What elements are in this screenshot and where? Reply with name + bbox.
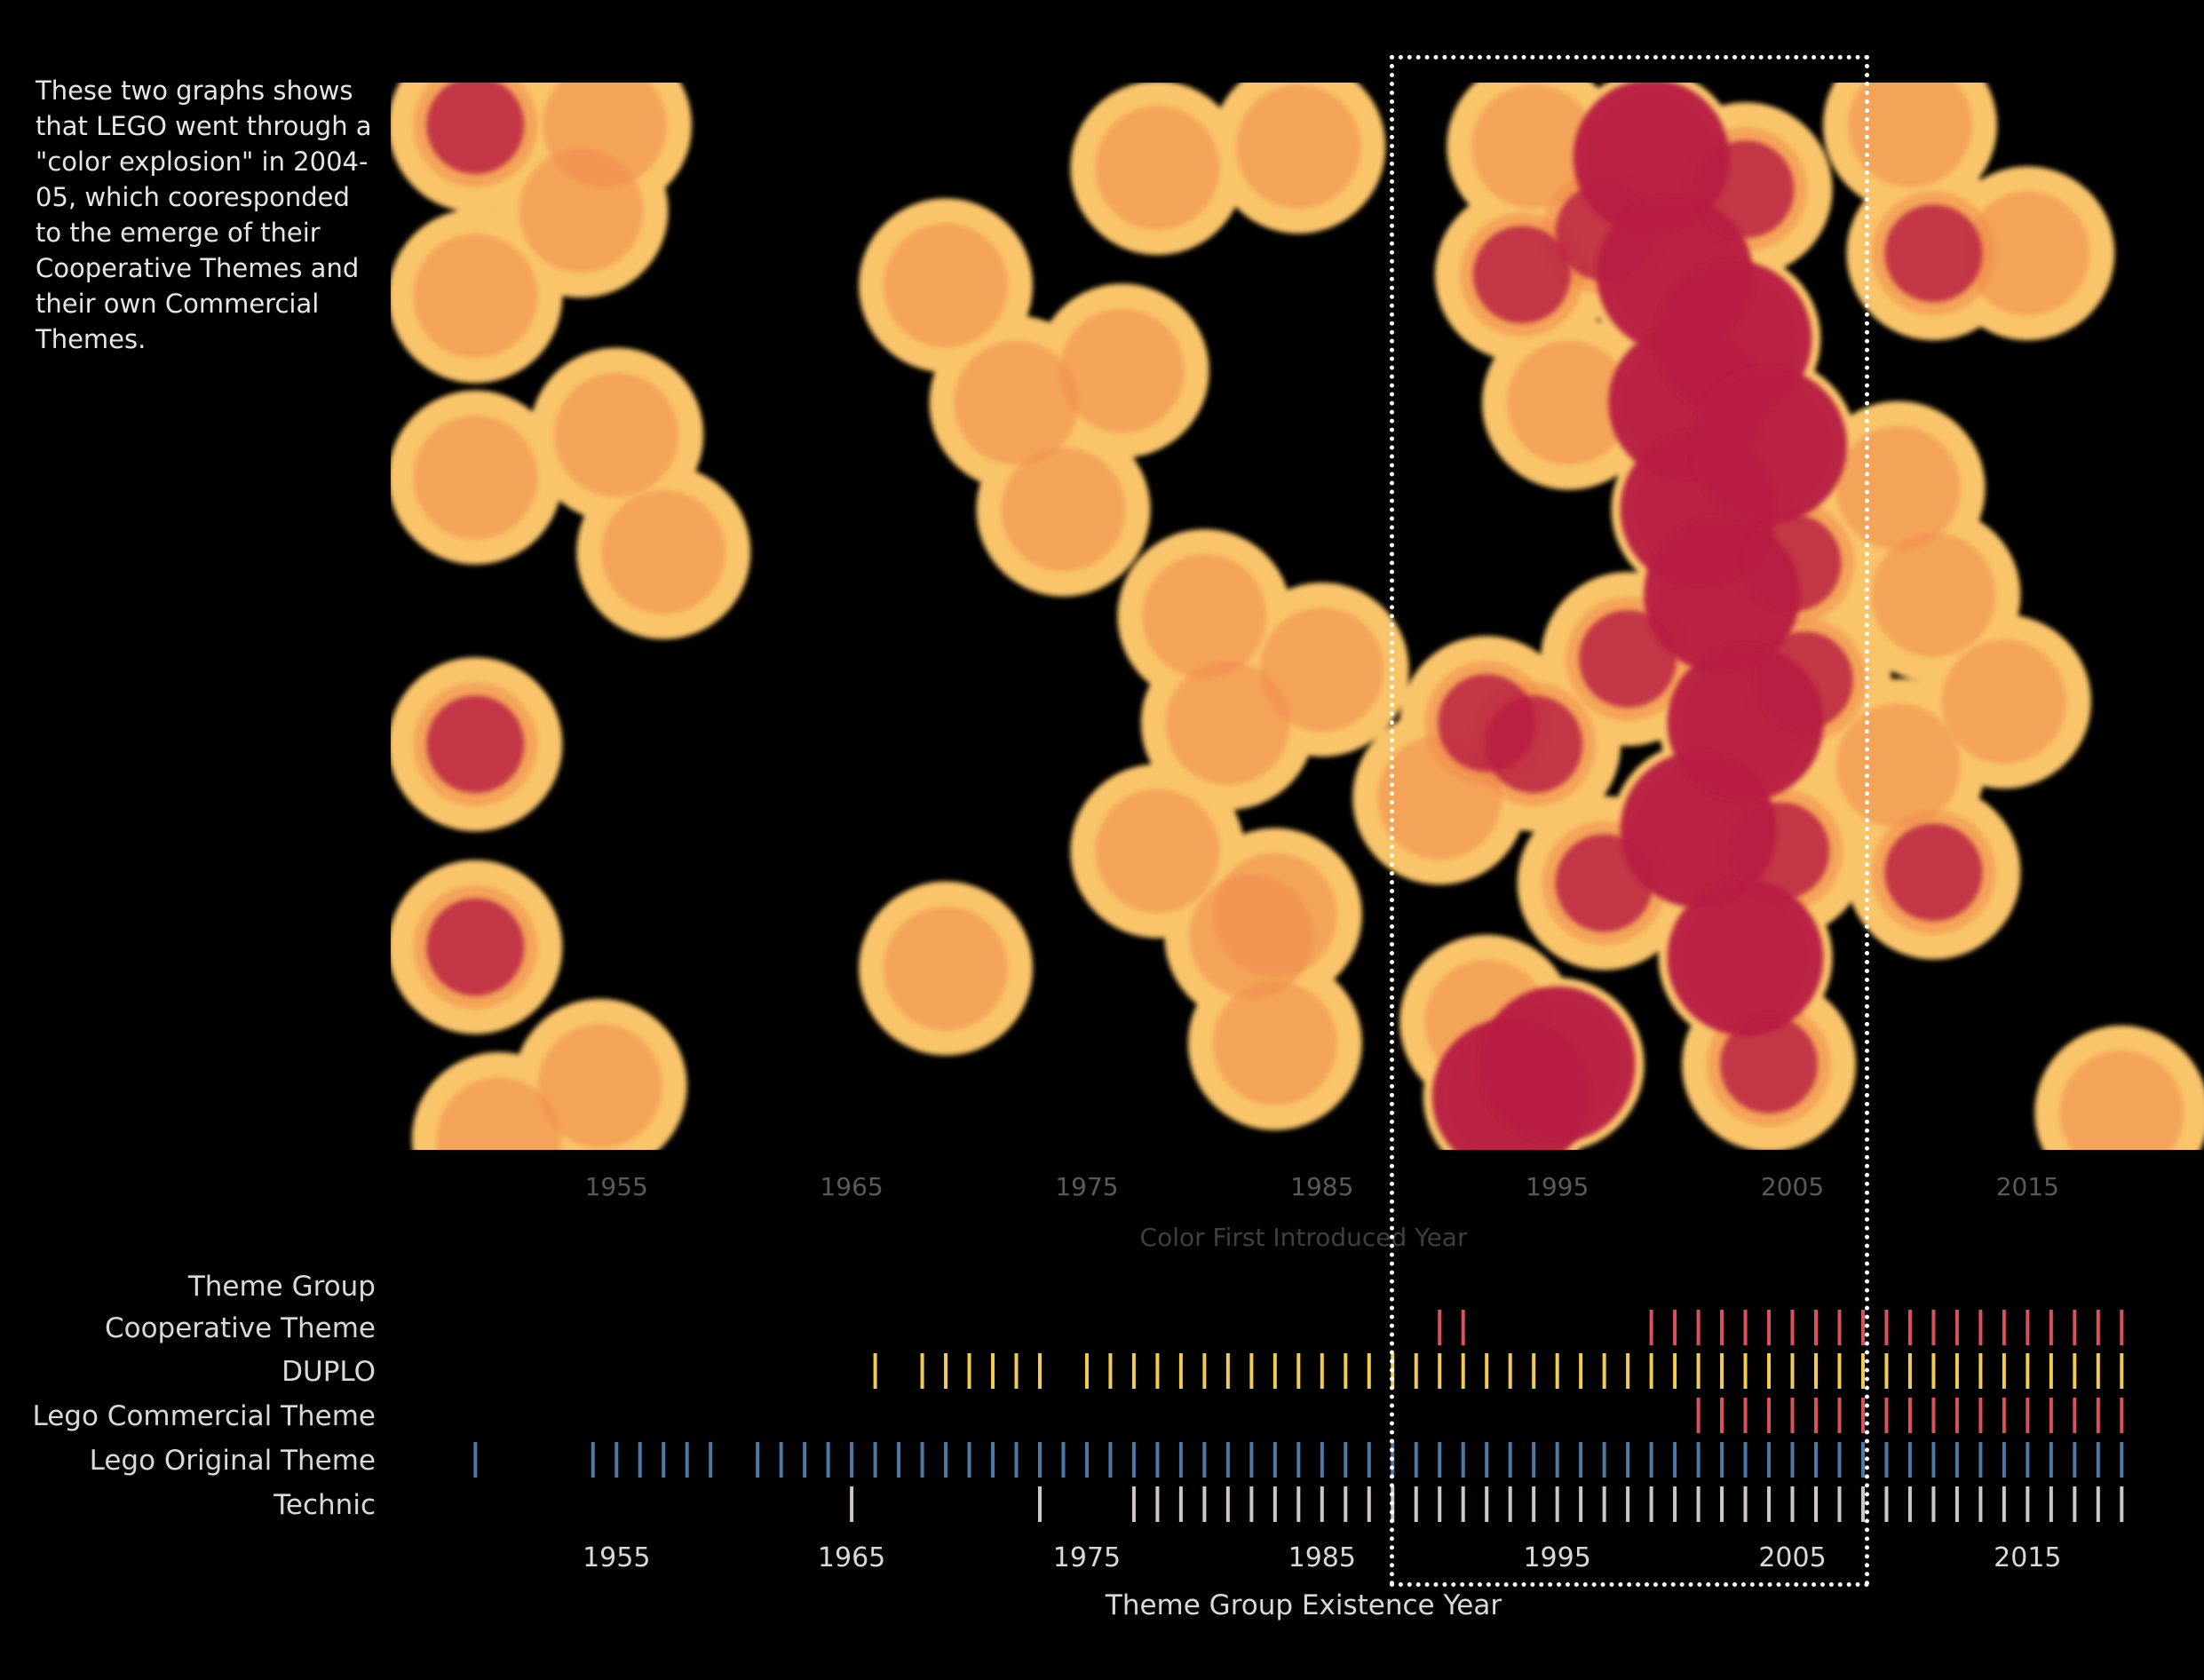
heat-core (1941, 639, 2066, 765)
heatmap-x-tick-label: 1955 (585, 1172, 648, 1201)
heat-core (1212, 980, 1337, 1105)
heat-core (2059, 1050, 2184, 1150)
heat-core (1095, 788, 1220, 914)
heat-dense-core (1743, 513, 1842, 612)
heat-core (1506, 340, 1631, 465)
heat-core (1142, 554, 1267, 678)
heat-dense-core (1720, 1015, 1819, 1113)
strip-x-tick-label: 1955 (583, 1542, 650, 1573)
row-label: Lego Original Theme (90, 1445, 376, 1477)
row-label: Lego Commercial Theme (33, 1400, 377, 1432)
heat-core (554, 372, 679, 497)
heat-core (1212, 852, 1337, 978)
strip-x-axis-title: Theme Group Existence Year (1105, 1589, 1502, 1621)
heat-core (1965, 191, 2090, 316)
heat-dense-core (426, 695, 525, 794)
heatmap-x-tick-label: 2015 (1996, 1172, 2059, 1201)
heat-core (1471, 84, 1597, 210)
row-label: Cooperative Theme (105, 1312, 376, 1344)
heat-dense-core (1573, 83, 1730, 236)
strip-x-tick-label: 2015 (1994, 1542, 2061, 1573)
strip-x-tick-label: 1975 (1053, 1542, 1121, 1573)
heat-core (884, 223, 1009, 348)
heat-core (1165, 661, 1290, 786)
heatmap-x-tick-label: 2005 (1761, 1172, 1824, 1201)
heat-core (537, 1023, 662, 1148)
row-header: Theme Group (187, 1271, 376, 1303)
heat-core (1001, 447, 1126, 572)
strip-x-tick-label: 1985 (1288, 1542, 1356, 1573)
heat-core (1259, 607, 1384, 733)
heat-dense-core (1667, 879, 1824, 1036)
heat-dense-core (1884, 204, 1983, 303)
heat-dense-core (1696, 140, 1795, 239)
heat-dense-core (426, 898, 525, 996)
heatmap-x-axis-title: Color First Introduced Year (1140, 1223, 1468, 1252)
heat-dense-core (1472, 226, 1571, 324)
heat-core (1847, 83, 1972, 188)
heat-core (1059, 308, 1185, 433)
heat-core (1236, 84, 1361, 210)
strip-x-tick-label: 1995 (1523, 1542, 1590, 1573)
strip-x-tick-label: 2005 (1758, 1542, 1826, 1573)
heatmap-x-tick-label: 1995 (1526, 1172, 1589, 1201)
heatmap-x-tick-label: 1965 (820, 1172, 883, 1201)
row-label: Technic (273, 1489, 376, 1521)
heat-dense-core (1479, 986, 1636, 1143)
strip-x-tick-label: 1965 (818, 1542, 885, 1573)
heat-core (884, 906, 1009, 1031)
heat-core (1871, 532, 1996, 657)
heatmap-x-tick-label: 1985 (1290, 1172, 1353, 1201)
heat-dense-core (1579, 610, 1677, 709)
heat-dense-core (1485, 695, 1583, 794)
heat-dense-core (1755, 631, 1853, 730)
annotation-text: These two graphs shows that LEGO went th… (36, 75, 372, 354)
heat-core (519, 148, 644, 273)
heatmap-x-tick-label: 1975 (1055, 1172, 1118, 1201)
heat-core (601, 489, 726, 614)
heat-dense-core (426, 83, 525, 175)
heat-core (1095, 106, 1220, 231)
heat-core (413, 415, 538, 540)
heat-dense-core (1691, 367, 1848, 524)
heat-dense-core (1732, 802, 1830, 900)
heat-core (954, 340, 1079, 465)
heat-core (436, 1077, 561, 1150)
row-label: DUPLO (281, 1356, 376, 1388)
heat-core (413, 234, 538, 359)
heat-dense-core (1884, 823, 1983, 922)
